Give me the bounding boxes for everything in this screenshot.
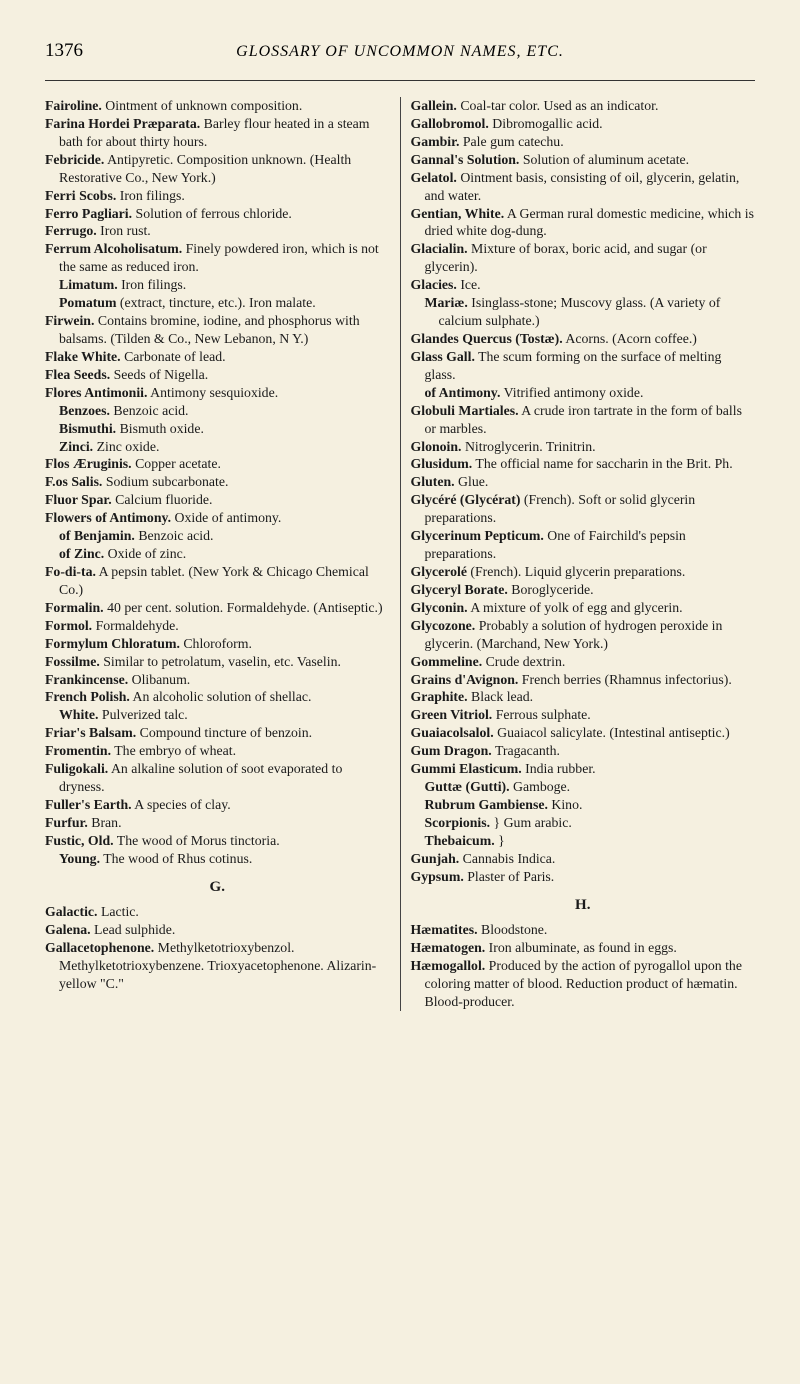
glossary-entry: Fluor Spar. Calcium fluoride. [45,491,390,509]
glossary-entry: Benzoes. Benzoic acid. [45,402,390,420]
glossary-entry: Hæmatogen. Iron albuminate, as found in … [411,939,756,957]
glossary-entry: Gannal's Solution. Solution of aluminum … [411,151,756,169]
glossary-entry: Zinci. Zinc oxide. [45,438,390,456]
glossary-entry: Glycerolé (French). Liquid glycerin prep… [411,563,756,581]
glossary-entry: Formol. Formaldehyde. [45,617,390,635]
glossary-entry: Flake White. Carbonate of lead. [45,348,390,366]
glossary-entry: Flores Antimonii. Antimony sesquioxide. [45,384,390,402]
glossary-entry: Fuller's Earth. A species of clay. [45,796,390,814]
glossary-entry: Glacies. Ice. [411,276,756,294]
glossary-entry: Fromentin. The embryo of wheat. [45,742,390,760]
section-letter-g: G. [45,878,390,898]
header-divider [45,80,755,81]
right-entries-h: Hæmatites. Bloodstone.Hæmatogen. Iron al… [411,921,756,1011]
glossary-entry: Fossilme. Similar to petrolatum, vaselin… [45,653,390,671]
glossary-entry: Glandes Quercus (Tostæ). Acorns. (Acorn … [411,330,756,348]
right-column: Gallein. Coal-tar color. Used as an indi… [401,97,756,1011]
glossary-entry: Febricide. Antipyretic. Composition unkn… [45,151,390,187]
glossary-entry: Thebaicum. } [411,832,756,850]
glossary-entry: Friar's Balsam. Compound tincture of ben… [45,724,390,742]
left-column: Fairoline. Ointment of unknown compositi… [45,97,401,1011]
glossary-entry: Farina Hordei Præparata. Barley flour he… [45,115,390,151]
glossary-entry: Glusidum. The official name for sacchari… [411,455,756,473]
glossary-entry: Gelatol. Ointment basis, consisting of o… [411,169,756,205]
glossary-entry: of Antimony. Vitrified antimony oxide. [411,384,756,402]
glossary-entry: F.os Salis. Sodium subcarbonate. [45,473,390,491]
right-entries: Gallein. Coal-tar color. Used as an indi… [411,97,756,886]
glossary-entry: Bismuthi. Bismuth oxide. [45,420,390,438]
glossary-entry: Limatum. Iron filings. [45,276,390,294]
glossary-entry: Frankincense. Olibanum. [45,671,390,689]
glossary-entry: Green Vitriol. Ferrous sulphate. [411,706,756,724]
glossary-entry: Flowers of Antimony. Oxide of antimony. [45,509,390,527]
glossary-entry: Firwein. Contains bromine, iodine, and p… [45,312,390,348]
glossary-entry: Glyconin. A mixture of yolk of egg and g… [411,599,756,617]
header-row: 1376 GLOSSARY OF UNCOMMON NAMES, ETC. [45,40,755,62]
glossary-entry: Guaiacolsalol. Guaiacol salicylate. (Int… [411,724,756,742]
page-container: 1376 GLOSSARY OF UNCOMMON NAMES, ETC. Fa… [0,0,800,1061]
glossary-entry: French Polish. An alcoholic solution of … [45,688,390,706]
left-entries-g: Galactic. Lactic.Galena. Lead sulphide.G… [45,903,390,993]
glossary-entry: Young. The wood of Rhus cotinus. [45,850,390,868]
glossary-entry: Ferrugo. Iron rust. [45,222,390,240]
glossary-entry: Flea Seeds. Seeds of Nigella. [45,366,390,384]
glossary-entry: Galactic. Lactic. [45,903,390,921]
glossary-entry: Gunjah. Cannabis Indica. [411,850,756,868]
glossary-entry: Glacialin. Mixture of borax, boric acid,… [411,240,756,276]
running-title: GLOSSARY OF UNCOMMON NAMES, ETC. [110,43,755,61]
glossary-entry: Fo-di-ta. A pepsin tablet. (New York & C… [45,563,390,599]
glossary-entry: Formalin. 40 per cent. solution. Formald… [45,599,390,617]
glossary-entry: of Zinc. Oxide of zinc. [45,545,390,563]
glossary-entry: Graphite. Black lead. [411,688,756,706]
glossary-entry: Glycozone. Probably a solution of hydrog… [411,617,756,653]
glossary-entry: Guttæ (Gutti). Gamboge. [411,778,756,796]
glossary-entry: Gommeline. Crude dextrin. [411,653,756,671]
glossary-entry: Gallacetophenone. Methylketotrioxybenzol… [45,939,390,993]
glossary-entry: Gypsum. Plaster of Paris. [411,868,756,886]
glossary-entry: Mariæ. Isinglass-stone; Muscovy glass. (… [411,294,756,330]
glossary-entry: Formylum Chloratum. Chloroform. [45,635,390,653]
glossary-entry: Fairoline. Ointment of unknown compositi… [45,97,390,115]
glossary-entry: Rubrum Gambiense. Kino. [411,796,756,814]
glossary-entry: Hæmatites. Bloodstone. [411,921,756,939]
glossary-entry: Glonoin. Nitroglycerin. Trinitrin. [411,438,756,456]
glossary-entry: Glycerinum Pepticum. One of Fairchild's … [411,527,756,563]
glossary-entry: of Benjamin. Benzoic acid. [45,527,390,545]
glossary-entry: Hæmogallol. Produced by the action of py… [411,957,756,1011]
glossary-entry: Ferrum Alcoholisatum. Finely powdered ir… [45,240,390,276]
glossary-entry: Scorpionis. } Gum arabic. [411,814,756,832]
glossary-entry: Gummi Elasticum. India rubber. [411,760,756,778]
section-letter-h: H. [411,896,756,916]
columns: Fairoline. Ointment of unknown compositi… [45,97,755,1011]
glossary-entry: Ferro Pagliari. Solution of ferrous chlo… [45,205,390,223]
glossary-entry: Fuligokali. An alkaline solution of soot… [45,760,390,796]
glossary-entry: Gentian, White. A German rural domestic … [411,205,756,241]
glossary-entry: Flos Æruginis. Copper acetate. [45,455,390,473]
glossary-entry: White. Pulverized talc. [45,706,390,724]
glossary-entry: Galena. Lead sulphide. [45,921,390,939]
page-number: 1376 [45,40,110,62]
glossary-entry: Grains d'Avignon. French berries (Rhamnu… [411,671,756,689]
glossary-entry: Gallein. Coal-tar color. Used as an indi… [411,97,756,115]
left-entries: Fairoline. Ointment of unknown compositi… [45,97,390,868]
glossary-entry: Glycéré (Glycérat) (French). Soft or sol… [411,491,756,527]
glossary-entry: Pomatum (extract, tincture, etc.). Iron … [45,294,390,312]
glossary-entry: Globuli Martiales. A crude iron tartrate… [411,402,756,438]
glossary-entry: Ferri Scobs. Iron filings. [45,187,390,205]
glossary-entry: Glyceryl Borate. Boroglyceride. [411,581,756,599]
glossary-entry: Gambir. Pale gum catechu. [411,133,756,151]
glossary-entry: Fustic, Old. The wood of Morus tinctoria… [45,832,390,850]
glossary-entry: Furfur. Bran. [45,814,390,832]
glossary-entry: Gallobromol. Dibromogallic acid. [411,115,756,133]
glossary-entry: Gluten. Glue. [411,473,756,491]
glossary-entry: Glass Gall. The scum forming on the surf… [411,348,756,384]
glossary-entry: Gum Dragon. Tragacanth. [411,742,756,760]
